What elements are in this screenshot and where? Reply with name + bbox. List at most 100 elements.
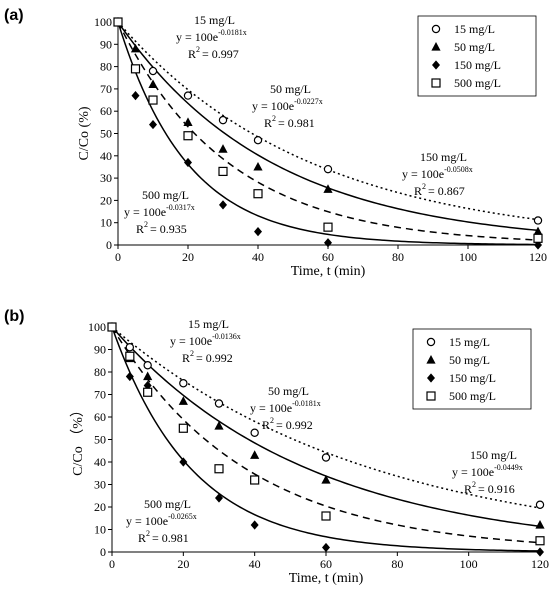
x-tick-label: 40: [252, 250, 264, 264]
y-tick-label: 100: [88, 320, 106, 334]
r2-superscript: 2: [422, 182, 426, 191]
data-point-s1-p7: [533, 226, 543, 236]
legend-marker-2: [427, 373, 435, 383]
annotation-equation: y = 100e-0.0227x: [252, 97, 323, 113]
equation-coef: y = 100e: [126, 514, 168, 528]
data-point-s2-p6: [322, 542, 330, 553]
r2-value: = 0.981: [278, 116, 315, 130]
data-point-s0-p4: [214, 399, 224, 408]
annotation-name: 50 mg/L: [270, 82, 311, 96]
annotation-r2: R2 = 0.992: [182, 349, 233, 365]
y-axis-title: C/Co (%): [77, 106, 92, 160]
equation-exponent: -0.0227x: [294, 97, 323, 106]
annotation-r2: R2 = 0.997: [188, 45, 239, 61]
data-point-s2-p4: [215, 493, 223, 503]
y-tick-label: 40: [100, 149, 112, 163]
r2-value: = 0.997: [202, 47, 239, 61]
r2-superscript: 2: [146, 529, 150, 538]
annotation-r2: R2 = 0.916: [464, 480, 515, 496]
equation-coef: y = 100e: [176, 30, 218, 44]
y-tick-label: 70: [94, 388, 106, 402]
equation-exponent: -0.0317x: [166, 203, 195, 212]
y-tick-label: 20: [94, 500, 106, 514]
data-point-s1-p5: [253, 161, 263, 171]
legend-marker-2: [432, 60, 440, 70]
y-tick-label: 30: [94, 478, 106, 492]
y-tick-label: 80: [94, 365, 106, 379]
x-tick-label: 0: [115, 250, 121, 264]
legend-marker-3: [431, 78, 441, 88]
data-point-s0-p6: [533, 216, 543, 225]
data-point-s1-p5: [250, 450, 260, 459]
fit-curve-3: [117, 21, 539, 241]
data-point-s0-p3: [218, 115, 228, 125]
y-tick-label: 0: [100, 545, 106, 559]
y-tick-label: 60: [94, 410, 106, 424]
equation-exponent: -0.0181x: [292, 399, 321, 408]
x-axis-title: Time, t (min): [289, 571, 364, 586]
x-tick-label: 40: [249, 557, 261, 571]
data-point-s1-p2: [143, 371, 153, 381]
r2-superscript: 2: [144, 220, 148, 229]
panel-label: (a): [4, 7, 24, 24]
equation-exponent: -0.0508x: [444, 165, 473, 174]
annotation-r2: R2 = 0.935: [136, 220, 187, 236]
r2-symbol: R: [138, 531, 146, 545]
data-point-s0-p1: [148, 66, 158, 76]
data-point-s3-p4: [214, 464, 224, 474]
x-tick-label: 120: [531, 557, 549, 571]
data-point-s3-p7: [533, 233, 543, 243]
annotation-name: 500 mg/L: [142, 188, 189, 202]
data-point-s1-p2: [148, 79, 158, 89]
data-point-s3-p3: [178, 423, 188, 433]
r2-symbol: R: [264, 116, 272, 130]
r2-value: = 0.867: [428, 184, 465, 198]
legend-marker-1: [431, 42, 441, 51]
r2-symbol: R: [262, 418, 270, 432]
r2-superscript: 2: [270, 416, 274, 425]
data-point-s3-p1: [125, 351, 135, 361]
series-0-points: [107, 322, 545, 509]
r2-symbol: R: [182, 351, 190, 365]
chart-panel-1: (b) 0 10 20 30 40 50 60 70 80 90 100 0 20 40 60 80 100 120…: [4, 308, 549, 586]
data-point-s0-p4: [253, 135, 263, 145]
data-point-s3-p6: [323, 222, 333, 232]
data-point-s3-p0: [107, 322, 117, 332]
data-point-s2-p1: [125, 371, 134, 382]
data-point-s3-p7: [535, 536, 545, 546]
data-point-s3-p5: [250, 475, 260, 485]
annotation-name: 500 mg/L: [144, 497, 191, 511]
y-tick-label: 90: [94, 343, 106, 357]
y-tick-label: 90: [100, 37, 112, 51]
r2-superscript: 2: [472, 480, 476, 489]
data-point-s1-p3: [178, 396, 188, 405]
annotation-r2: R2 = 0.981: [138, 529, 189, 545]
y-tick-label: 60: [100, 104, 112, 118]
series-3-points: [107, 322, 545, 546]
data-point-s3-p1: [130, 64, 141, 74]
x-tick-label: 60: [322, 250, 334, 264]
r2-superscript: 2: [196, 45, 200, 54]
data-point-s1-p3: [183, 117, 193, 126]
legend-entry-0: 15 mg/L: [454, 22, 495, 36]
y-tick-label: 80: [100, 60, 112, 74]
r2-value: = 0.935: [150, 222, 187, 236]
data-point-s3-p4: [218, 166, 228, 177]
data-point-s0-p2: [143, 361, 152, 370]
x-tick-label: 20: [182, 250, 194, 264]
data-point-s0-p6: [321, 453, 331, 462]
data-point-s3-p0: [113, 17, 123, 27]
annotation-equation: y = 100e-0.0181x: [176, 28, 247, 44]
x-tick-label: 100: [459, 250, 477, 264]
equation-coef: y = 100e: [452, 465, 494, 479]
data-point-s0-p7: [535, 500, 545, 509]
legend-entry-3: 500 mg/L: [454, 76, 501, 90]
legend: 15 mg/L 50 mg/L 150 mg/L 500 mg/L: [412, 328, 532, 410]
equation-exponent: -0.0265x: [168, 512, 197, 521]
data-point-s0-p1: [125, 343, 135, 352]
data-point-s2-p4: [219, 200, 227, 210]
